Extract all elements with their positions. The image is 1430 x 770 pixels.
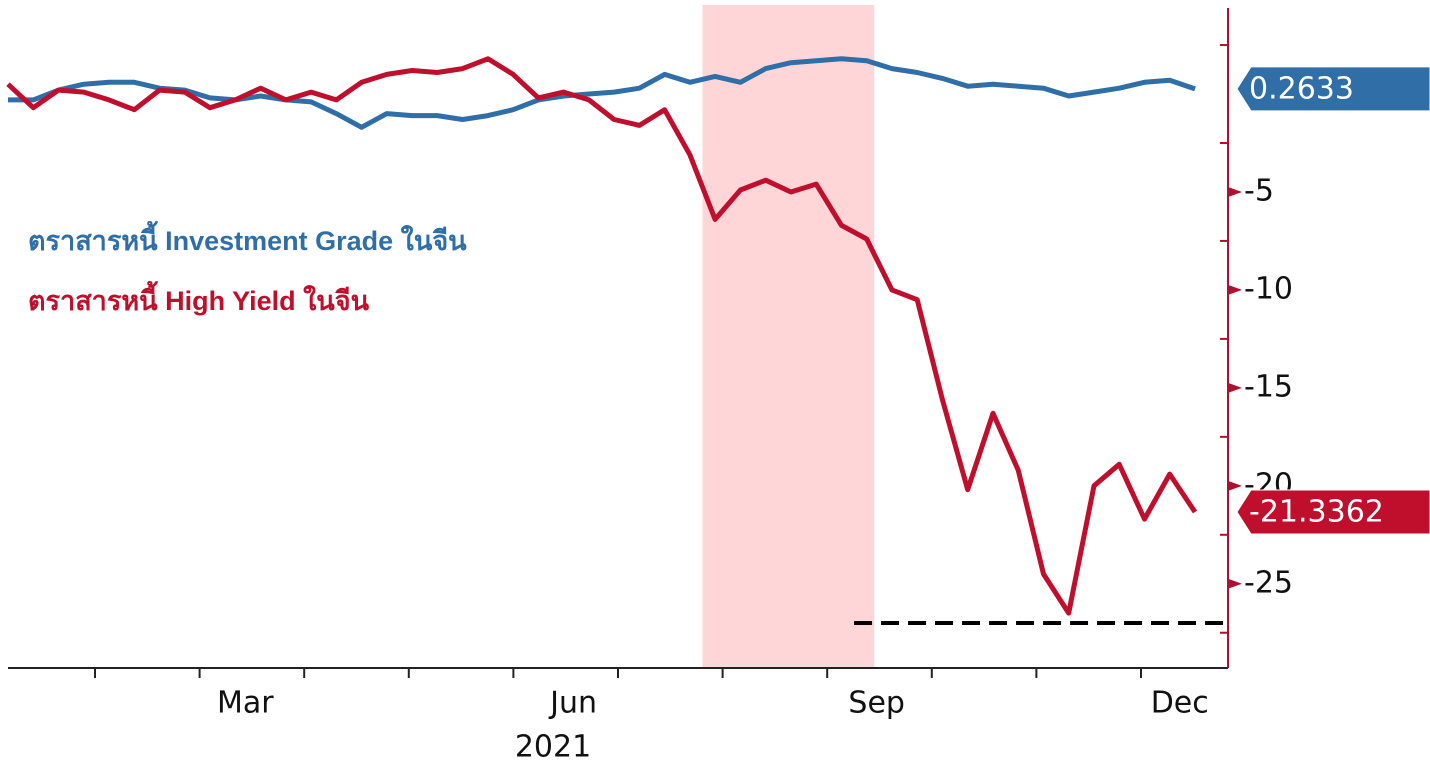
y-tick-mark: [1228, 284, 1242, 295]
y-tick-mark: [1228, 382, 1242, 393]
y-tick-label: -15: [1244, 369, 1293, 404]
x-tick-label: Mar: [217, 686, 274, 721]
y-tick-mark: [1228, 578, 1242, 589]
last-value-tag: [1236, 489, 1430, 535]
y-tick-label: -25: [1244, 565, 1293, 600]
x-tick-label: Jun: [548, 686, 597, 721]
y-tick-label: -10: [1244, 271, 1293, 306]
series-line: [8, 56, 1196, 130]
last-value-label: -21.3362: [1249, 494, 1384, 529]
y-tick-mark: [1228, 186, 1242, 197]
x-tick-label: Sep: [848, 686, 905, 721]
legend-entry: ตราสารหนี้ High Yield ในจีน: [28, 280, 370, 316]
y-tick-label: -5: [1244, 173, 1274, 208]
legend-entry: ตราสารหนี้ Investment Grade ในจีน: [28, 220, 467, 256]
x-axis-label: 2021: [515, 730, 591, 765]
x-tick-label: Dec: [1151, 686, 1209, 721]
last-value-tag: [1236, 66, 1430, 112]
last-value-label: 0.2633: [1249, 71, 1354, 106]
series-line: [6, 56, 1198, 616]
y-tick-mark: [1228, 480, 1242, 491]
shaded-period: [702, 5, 875, 668]
